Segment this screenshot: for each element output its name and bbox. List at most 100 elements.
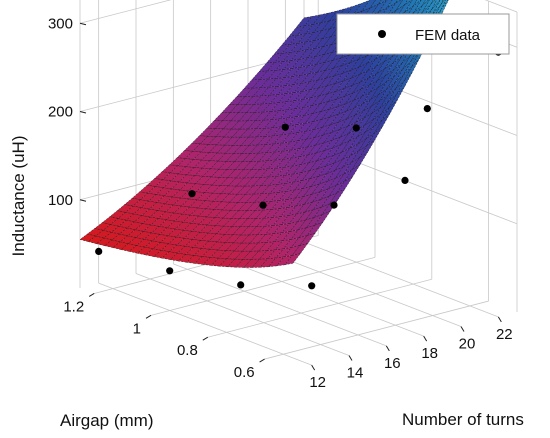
surface-patch	[394, 55, 411, 77]
surface-patch	[238, 112, 256, 122]
surface-patch	[262, 102, 280, 113]
surface-patch	[260, 175, 278, 186]
surface-patch	[370, 0, 388, 16]
surface-patch	[195, 175, 212, 185]
surface-patch	[212, 193, 230, 202]
surface-patch	[223, 128, 241, 138]
surface-patch	[213, 201, 231, 211]
fem-data-point	[188, 190, 196, 198]
surface-patch	[229, 193, 247, 203]
z-tick-label: 100	[48, 192, 73, 209]
surface-patch	[320, 192, 338, 208]
surface-patch	[238, 210, 256, 219]
x-axis-label: Airgap (mm)	[60, 411, 154, 430]
surface-patch	[350, 138, 367, 156]
surface-patch	[359, 58, 376, 75]
surface-patch	[243, 79, 261, 89]
surface-patch	[207, 128, 224, 137]
surface-patch	[333, 147, 351, 164]
y-tick-label: 14	[347, 365, 364, 382]
surface-patch	[432, 0, 444, 15]
surface-patch	[247, 217, 265, 228]
surface-patch	[264, 224, 282, 235]
grid-line	[285, 234, 499, 318]
z-tick-label: 300	[48, 15, 73, 32]
surface-patch	[268, 77, 286, 88]
grid-line	[264, 300, 489, 360]
surface-patch	[246, 111, 264, 122]
y-tick	[385, 345, 390, 352]
surface-patch	[266, 53, 283, 64]
fem-data-point	[281, 123, 289, 131]
z-tick-label: 200	[48, 104, 73, 121]
surface-patch	[265, 134, 282, 145]
y-tick-label: 16	[384, 355, 401, 372]
surface-patch	[234, 161, 252, 171]
y-tick-label: 18	[421, 345, 438, 362]
surface-patch	[230, 120, 248, 130]
surface-patch	[230, 210, 248, 219]
surface-patch	[221, 193, 238, 203]
fem-data-point	[237, 281, 245, 289]
surface-patch	[431, 0, 435, 4]
y-tick	[348, 355, 353, 361]
surface-patch	[361, 80, 378, 98]
surface-patch	[232, 136, 250, 146]
y-tick	[497, 316, 502, 323]
surface-patch	[252, 86, 270, 97]
y-tick-label: 22	[496, 326, 513, 343]
surface-patch	[361, 0, 376, 12]
x-tick	[202, 336, 209, 341]
surface-patch	[201, 152, 218, 161]
surface-patch	[269, 85, 286, 96]
surface-patch	[267, 158, 285, 170]
surface-patch	[328, 180, 346, 197]
surface-patch	[218, 258, 236, 268]
z-tick	[79, 199, 87, 202]
x-tick-label: 0.8	[177, 342, 198, 359]
grid-line	[135, 273, 350, 356]
surface-patch	[247, 209, 264, 219]
surface-patch	[346, 103, 364, 120]
surface-patch	[233, 144, 250, 154]
y-tick	[460, 326, 465, 332]
fem-data-point	[352, 124, 360, 132]
surface-patch	[226, 250, 243, 260]
surface-patch	[261, 94, 279, 105]
fem-data-point	[423, 105, 431, 113]
grid-line	[207, 278, 432, 338]
x-tick	[88, 293, 95, 297]
surface-patch	[395, 61, 412, 83]
surface-patch	[377, 0, 388, 5]
surface-patch	[241, 242, 259, 252]
surface-patch	[304, 14, 321, 27]
surface-patch	[258, 241, 275, 252]
surface-patch	[265, 232, 283, 243]
surface-patch	[183, 142, 201, 152]
surface-patch	[440, 0, 445, 5]
surface-patch	[353, 84, 370, 101]
surface-patch	[339, 121, 357, 138]
surface-patch	[267, 69, 285, 80]
surface-patch	[226, 258, 244, 268]
surface-patch	[350, 62, 368, 79]
surface-patch	[192, 143, 209, 153]
surface-patch	[258, 61, 276, 72]
x-tick	[145, 314, 152, 319]
surface-patch	[262, 200, 280, 211]
surface-patch	[266, 61, 284, 72]
surface-patch	[258, 249, 276, 260]
surface-patch	[243, 258, 261, 268]
surface-patch	[260, 86, 278, 97]
surface-patch	[264, 216, 282, 227]
surface-patch	[336, 176, 353, 194]
surface-patch	[215, 217, 232, 227]
surface-patch	[251, 168, 269, 179]
surface-patch	[347, 110, 364, 127]
surface-patch	[351, 70, 369, 86]
surface-patch	[266, 150, 284, 161]
surface-patch	[249, 234, 267, 244]
surface-patch	[239, 120, 256, 130]
surface-patch	[441, 0, 449, 9]
z-tick	[79, 111, 87, 114]
